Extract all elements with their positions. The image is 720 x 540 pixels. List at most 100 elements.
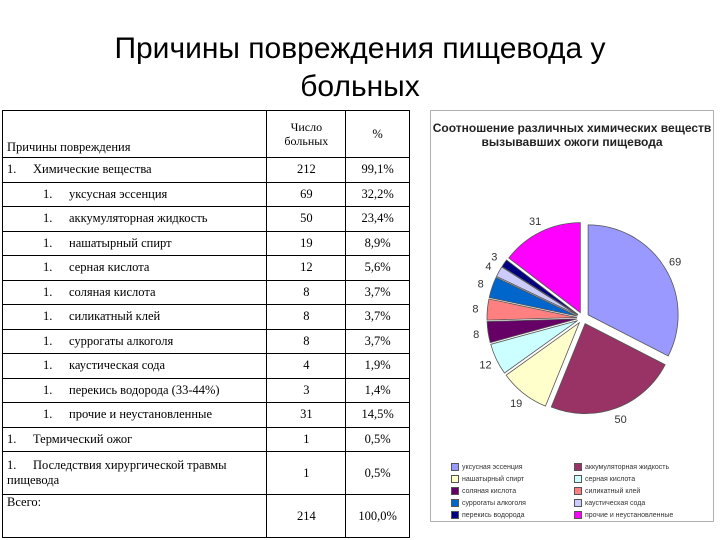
pie-slice (488, 276, 578, 317)
count-cell: 69 (266, 181, 347, 207)
table-row: 1. соляная кислота 8 3,7% (1, 279, 410, 305)
legend-label: нашатырный спирт (462, 476, 525, 483)
legend-swatch (574, 487, 582, 496)
cause-cell: 1. нашатырный спирт (1, 230, 268, 256)
legend-item: нашатырный спирт (451, 475, 574, 484)
slice-value-label: 8 (473, 329, 479, 341)
legend-item: каустическая сода (574, 499, 697, 508)
row-number: 1. (43, 211, 53, 226)
cause-cell: 1. силикатный клей (1, 304, 268, 330)
legend-item: уксусная эссенция (451, 463, 574, 472)
percent-cell: 1,4% (345, 377, 410, 403)
cause-cell: 1. аккумуляторная жидкость (1, 206, 268, 232)
page-title: Причины повреждения пищевода у больных (114, 32, 606, 103)
table-row: 1. нашатырный спирт 19 8,9% (1, 230, 410, 256)
row-number: 1. (43, 358, 53, 373)
pie-slice (486, 298, 578, 321)
cause-label: перекись водорода (33-44%) (69, 382, 220, 397)
legend-swatch (451, 463, 459, 472)
table-row: 1. прочие и неустановленные 31 14,5% (1, 402, 410, 428)
cause-label: Химические вещества (33, 162, 152, 177)
table-row: 1. Химические вещества 212 99,1% (1, 157, 410, 183)
legend-label: прочие и неустановленные (585, 512, 674, 519)
table-row: 1. силикатный клей 8 3,7% (1, 304, 410, 330)
legend-swatch (574, 511, 582, 520)
cause-cell: 1. соляная кислота (1, 279, 268, 305)
legend-swatch (574, 499, 582, 508)
cause-label: Последствия хирургической травмы пищевод… (7, 458, 227, 487)
pie-slice (501, 259, 579, 315)
pie-chart-panel: Соотношение различных химических веществ… (430, 110, 714, 522)
pie-slice (550, 323, 666, 414)
legend-item: аккумуляторная жидкость (574, 463, 697, 472)
table-row: 1. аккумуляторная жидкость 50 23,4% (1, 206, 410, 232)
legend-label: соляная кислота (462, 488, 517, 495)
percent-cell: 1,9% (345, 353, 410, 379)
cause-cell: 1. уксусная эссенция (1, 181, 268, 207)
cause-label: аккумуляторная жидкость (69, 211, 208, 226)
cause-label: соляная кислота (69, 284, 156, 299)
count-cell: 8 (266, 304, 347, 330)
cause-cell: 1. суррогаты алкоголя (1, 328, 268, 354)
table-row: 1. каустическая сода 4 1,9% (1, 353, 410, 379)
legend-label: каустическая сода (585, 500, 646, 507)
table-row: 1. серная кислота 12 5,6% (1, 255, 410, 281)
chart-legend: уксусная эссенция аккумуляторная жидкость… (451, 463, 701, 523)
count-cell: 212 (266, 157, 347, 183)
legend-swatch (574, 463, 582, 472)
count-cell: 19 (266, 230, 347, 256)
table-total-row: Всего: 214 100,0% (1, 494, 410, 538)
table-row: 1. перекись водорода (33-44%) 3 1,4% (1, 377, 410, 403)
legend-item: серная кислота (574, 475, 697, 484)
row-number: 1. (7, 458, 17, 472)
table-row: 1. Термический ожог 1 0,5% (1, 426, 410, 452)
slice-value-label: 8 (472, 303, 478, 315)
count-cell: 12 (266, 255, 347, 281)
slice-value-label: 31 (529, 216, 541, 228)
legend-item: суррогаты алкоголя (451, 499, 574, 508)
legend-swatch (451, 499, 459, 508)
cause-cell: 1. перекись водорода (33-44%) (1, 377, 268, 403)
row-number: 1. (43, 333, 53, 348)
legend-swatch (574, 475, 582, 484)
pie-slice (508, 222, 581, 314)
slice-value-label: 19 (510, 398, 522, 410)
pie-slice (495, 266, 578, 316)
row-number: 1. (43, 186, 53, 201)
cause-label: серная кислота (69, 260, 150, 275)
legend-label: уксусная эссенция (462, 464, 523, 471)
count-cell: 8 (266, 279, 347, 305)
cause-label: уксусная эссенция (69, 186, 168, 201)
legend-label: аккумуляторная жидкость (585, 464, 670, 471)
row-number: 1. (7, 431, 17, 446)
header-causes: Причины повреждения (1, 110, 268, 158)
slice-value-label: 4 (485, 261, 491, 273)
percent-cell: 3,7% (345, 304, 410, 330)
cause-cell: 1. каустическая сода (1, 353, 268, 379)
table-header-row: Причины повреждения Число больных % (1, 110, 410, 158)
percent-cell: 0,5% (345, 426, 410, 452)
slice-value-label: 50 (614, 414, 626, 426)
legend-label: силикатный клей (585, 488, 641, 495)
pie-slice (587, 224, 679, 357)
pie-slice (490, 320, 578, 374)
row-number: 1. (43, 407, 53, 422)
cause-label: прочие и неустановленные (69, 407, 213, 422)
pie-slice (486, 318, 578, 344)
slice-value-label: 12 (479, 359, 491, 371)
cause-label: суррогаты алкоголя (69, 333, 174, 348)
slice-value-label: 69 (669, 257, 681, 269)
row-number: 1. (43, 260, 53, 275)
slice-value-label: 3 (491, 251, 497, 263)
header-percent: % (345, 110, 410, 158)
row-number: 1. (43, 284, 53, 299)
causes-table: Причины повреждения Число больных % 1. Хи… (1, 110, 410, 538)
legend-item: перекись водорода (451, 511, 574, 520)
row-number: 1. (43, 309, 53, 324)
header-count: Число больных (266, 110, 347, 158)
legend-label: суррогаты алкоголя (462, 500, 526, 507)
count-cell: 50 (266, 206, 347, 232)
table-row: 1. уксусная эссенция 69 32,2% (1, 181, 410, 207)
percent-cell: 99,1% (345, 157, 410, 183)
legend-label: серная кислота (585, 476, 636, 483)
